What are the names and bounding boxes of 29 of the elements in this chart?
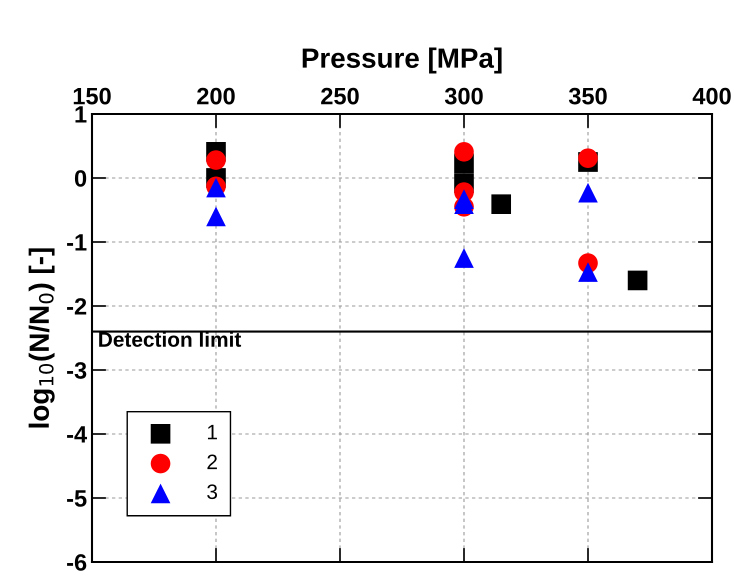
x-tick-label: 250 (321, 88, 359, 104)
point (578, 262, 598, 282)
y-tick-label: -2 (67, 298, 86, 315)
point (628, 270, 648, 290)
point (578, 148, 598, 168)
x-axis-title: Pressure [MPa] (302, 48, 502, 74)
x-tick-label: 400 (692, 88, 731, 104)
y-tick-label: -5 (67, 490, 86, 507)
legend-label: 2 (207, 454, 217, 470)
y-tick-label: -3 (67, 362, 86, 379)
x-tick-label: 200 (197, 88, 235, 104)
y-axis-title: log$_{10}$(N/N$_{0}$) [-] (28, 248, 55, 428)
legend-label: 1 (208, 424, 217, 440)
point (206, 206, 226, 226)
point (454, 248, 474, 268)
x-tick-label: 150 (74, 88, 111, 104)
y-tick-label: 1 (75, 106, 86, 123)
y-tick-label: -4 (67, 426, 88, 443)
point (491, 194, 512, 214)
point (578, 182, 598, 203)
ref-line-label: Detection limit (99, 332, 242, 347)
point (206, 150, 226, 170)
y-tick-label: -6 (67, 554, 86, 571)
x-tick-label: 300 (444, 88, 483, 105)
x-tick-label: 350 (568, 88, 607, 105)
y-tick-label: -1 (67, 234, 86, 251)
y-tick-label: 0 (74, 170, 86, 187)
point (454, 142, 474, 162)
legend-label: 3 (207, 484, 218, 500)
